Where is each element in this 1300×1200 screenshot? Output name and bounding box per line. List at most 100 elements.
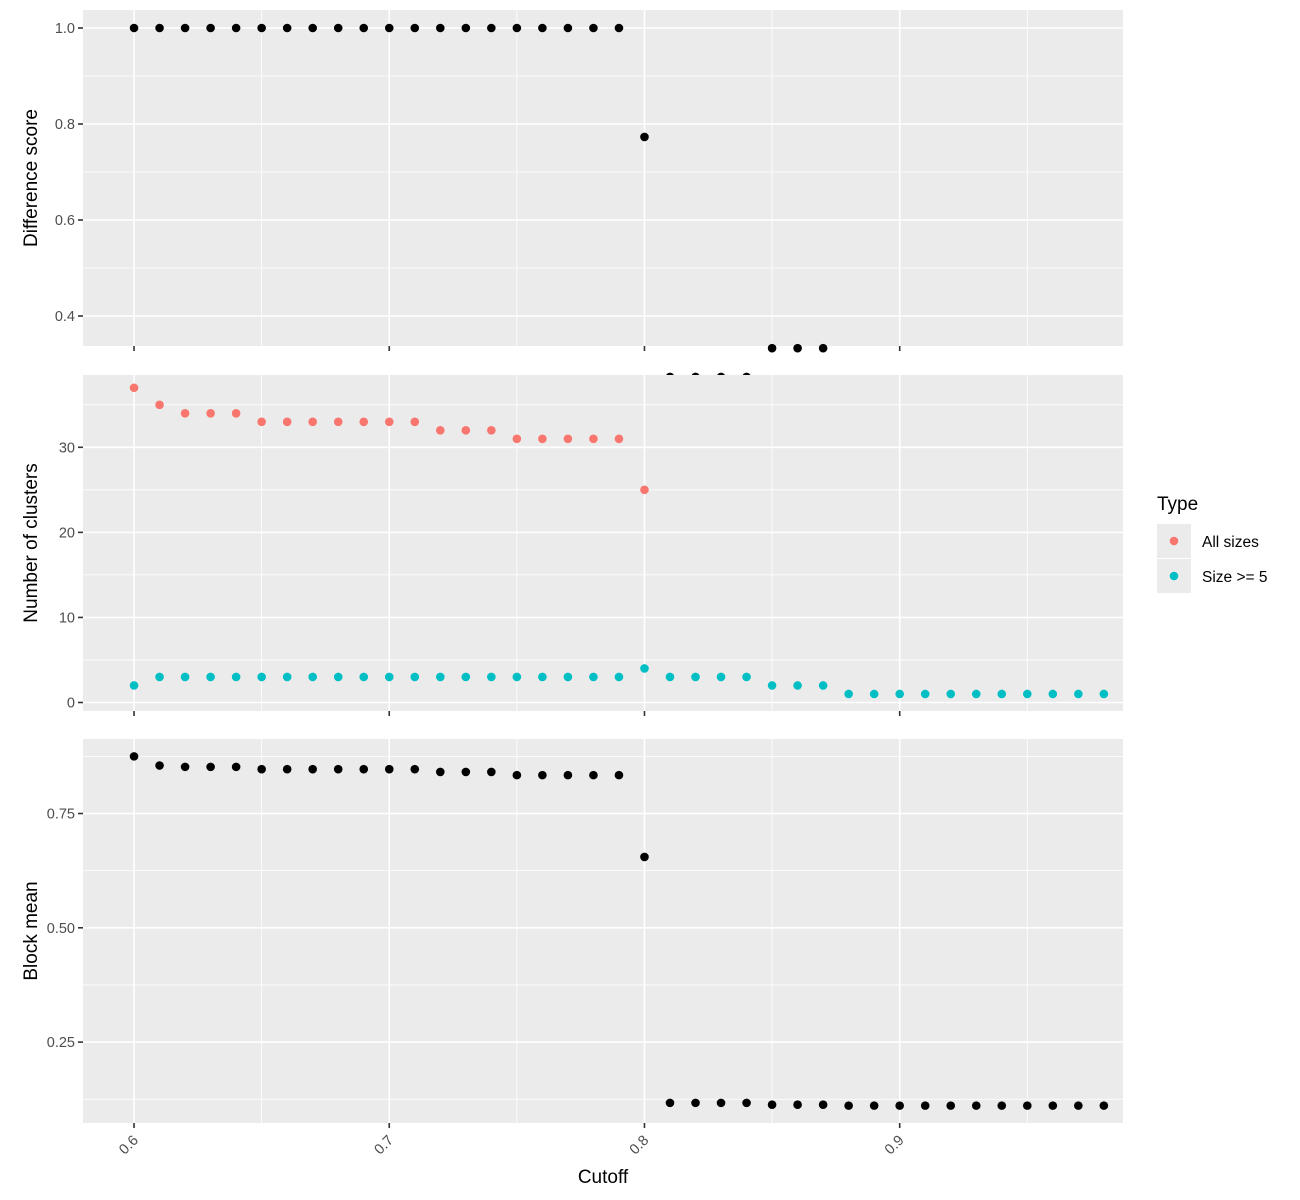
legend-marker bbox=[1169, 571, 1179, 581]
data-point bbox=[614, 672, 624, 682]
data-point bbox=[410, 764, 420, 774]
y-tick-label: 0.4 bbox=[55, 309, 75, 325]
data-point bbox=[384, 764, 394, 774]
data-point bbox=[895, 1101, 904, 1110]
data-point bbox=[869, 1101, 879, 1110]
y-axis-title-blockmean: Block mean bbox=[21, 881, 42, 980]
x-axis-title: Cutoff bbox=[578, 1167, 629, 1188]
data-point bbox=[691, 672, 700, 682]
data-point bbox=[333, 672, 343, 682]
data-point bbox=[231, 408, 241, 418]
data-point bbox=[180, 672, 190, 682]
data-point bbox=[767, 681, 777, 690]
series-difference bbox=[129, 23, 828, 382]
data-point bbox=[869, 689, 879, 699]
data-point bbox=[282, 672, 292, 682]
data-point bbox=[487, 23, 496, 33]
data-point bbox=[614, 23, 624, 33]
data-point bbox=[895, 689, 904, 699]
y-tick-label: 0.25 bbox=[47, 1035, 75, 1051]
series-size-5 bbox=[129, 664, 1109, 699]
data-point bbox=[436, 23, 445, 33]
panel-difference: 0.4 0.6 0.8 1.0 Difference score bbox=[21, 10, 1123, 382]
panel-background bbox=[83, 375, 1123, 711]
data-point bbox=[436, 425, 445, 435]
data-point bbox=[716, 1098, 726, 1108]
data-point bbox=[538, 434, 547, 444]
data-point bbox=[640, 485, 649, 495]
data-point bbox=[614, 434, 624, 444]
y-tick-label: 0 bbox=[67, 695, 75, 711]
data-point bbox=[742, 1098, 751, 1108]
data-point bbox=[129, 752, 139, 761]
data-point bbox=[461, 425, 471, 435]
panels: 0.4 0.6 0.8 1.0 Difference score 0 10 20 30 Numbe… bbox=[21, 10, 1123, 1158]
data-point bbox=[997, 689, 1007, 699]
data-point bbox=[1074, 689, 1083, 699]
data-point bbox=[257, 672, 266, 682]
data-point bbox=[282, 417, 292, 427]
data-point bbox=[206, 23, 215, 33]
data-point bbox=[997, 1101, 1007, 1110]
y-tick-label: 0.50 bbox=[47, 921, 75, 937]
data-point bbox=[665, 1098, 675, 1108]
data-point bbox=[410, 672, 420, 682]
data-point bbox=[589, 23, 598, 33]
data-point bbox=[589, 434, 598, 444]
y-tick-label: 30 bbox=[59, 440, 75, 456]
legend-label: Size >= 5 bbox=[1202, 569, 1268, 586]
data-point bbox=[538, 23, 547, 33]
panel-blockmean: 0.25 0.50 0.75 Block mean 0.6 0.7 0.8 0.9 bbox=[21, 739, 1123, 1158]
y-axis-title-clusters: Number of clusters bbox=[21, 463, 42, 622]
data-point bbox=[818, 343, 828, 353]
data-point bbox=[410, 23, 420, 33]
data-point bbox=[180, 23, 190, 33]
data-point bbox=[155, 400, 164, 410]
data-point bbox=[818, 1100, 828, 1110]
data-point bbox=[946, 1101, 956, 1110]
data-point bbox=[308, 23, 317, 33]
data-point bbox=[410, 417, 420, 427]
data-point bbox=[282, 23, 292, 33]
data-point bbox=[129, 23, 139, 33]
y-tick-label: 0.75 bbox=[47, 807, 75, 823]
series-blockmean bbox=[129, 752, 1109, 1110]
data-point bbox=[384, 672, 394, 682]
data-point bbox=[384, 23, 394, 33]
data-point bbox=[231, 762, 241, 772]
data-point bbox=[640, 852, 649, 862]
data-point bbox=[512, 672, 522, 682]
data-point bbox=[155, 672, 164, 682]
data-point bbox=[946, 689, 956, 699]
legend-marker bbox=[1169, 536, 1179, 546]
data-point bbox=[206, 408, 215, 418]
x-tick-label: 0.8 bbox=[627, 1133, 653, 1159]
data-point bbox=[767, 1100, 777, 1110]
data-point bbox=[589, 672, 598, 682]
x-tick-label: 0.7 bbox=[372, 1133, 398, 1159]
data-point bbox=[257, 764, 266, 774]
data-point bbox=[665, 672, 675, 682]
data-point bbox=[257, 23, 266, 33]
data-point bbox=[589, 770, 598, 780]
data-point bbox=[333, 764, 343, 774]
data-point bbox=[436, 672, 445, 682]
data-point bbox=[1022, 1101, 1032, 1110]
data-point bbox=[129, 681, 139, 690]
data-point bbox=[180, 408, 190, 418]
data-point bbox=[1074, 1101, 1083, 1110]
data-point bbox=[333, 417, 343, 427]
data-point bbox=[257, 417, 266, 427]
legend-label: All sizes bbox=[1202, 534, 1259, 551]
data-point bbox=[844, 689, 853, 699]
data-point bbox=[1022, 689, 1032, 699]
data-point bbox=[742, 672, 751, 682]
panel-background bbox=[83, 739, 1123, 1123]
data-point bbox=[793, 1100, 802, 1110]
data-point bbox=[461, 672, 471, 682]
data-point bbox=[512, 770, 522, 780]
data-point bbox=[359, 672, 369, 682]
data-point bbox=[308, 672, 317, 682]
data-point bbox=[359, 417, 369, 427]
